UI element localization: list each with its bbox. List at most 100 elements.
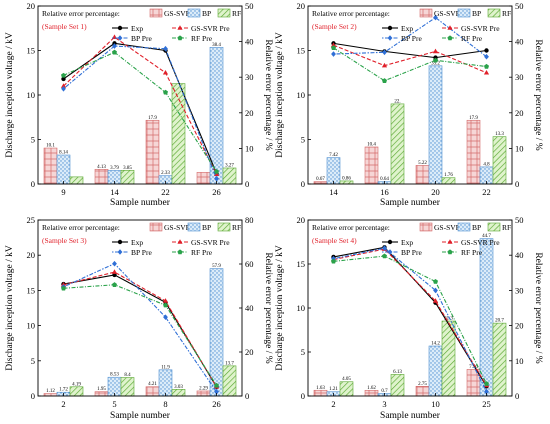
bar-gs-svr-2 — [364, 146, 379, 185]
bar-rf-4 — [492, 136, 507, 185]
series-point-gs-svr-pre — [483, 69, 490, 75]
y-right-axis-title: Relative error percentage / % — [533, 39, 543, 150]
y-left-axis-title: Discharge inception voltage / kV — [5, 32, 15, 158]
bar-value-label: 4.13 — [97, 165, 106, 170]
bar-rf-4 — [492, 322, 507, 397]
series-line-rf-pre — [333, 47, 487, 82]
bar-gs-svr-1 — [313, 389, 328, 397]
bar-value-label: 33.2 — [431, 61, 440, 66]
legend-label-bp: BP — [202, 9, 211, 18]
bar-value-label: 57.9 — [212, 264, 221, 269]
legend-label: Exp — [401, 238, 413, 247]
x-tick-label: 9 — [61, 187, 65, 197]
legend-label: RF Pre — [191, 248, 213, 257]
legend-swatch-rf — [487, 8, 501, 18]
legend-title: Relative error percentage: — [42, 9, 120, 18]
legend-marker — [117, 35, 123, 41]
series-point-bp-pre — [214, 175, 219, 182]
bar-value-label: 22. — [394, 99, 400, 104]
bar-rf-3 — [441, 177, 456, 185]
bar-value-label: 8.4 — [124, 373, 131, 378]
series-line-bp-pre — [63, 45, 218, 179]
series-point-bp-pre — [331, 255, 336, 262]
y-right-tick-label: 30 — [245, 72, 254, 82]
chart-panel-3: 1.12 1.95 4.21 2.29 1.72 8.53 11.9 57.9 4.19 8.4 3… — [5, 215, 273, 421]
legend-label-rf: RF — [232, 9, 241, 18]
series-point-rf-pre — [484, 381, 489, 386]
y-left-tick-label: 10 — [297, 90, 306, 100]
series-point-gs-svr-pre — [432, 298, 439, 303]
y-right-tick-label: 10 — [515, 143, 524, 153]
bar-value-label: 3.85 — [123, 166, 132, 171]
series-point-bp-pre — [382, 245, 387, 251]
series-point-gs-svr-pre — [162, 69, 169, 75]
y-left-tick-label: 20 — [27, 1, 36, 11]
bar-value-label: 4.8 — [483, 162, 490, 167]
bar-value-label: 8.14 — [59, 151, 68, 156]
series-point-rf-pre — [163, 89, 168, 95]
y-left-axis-title: Discharge inception voltage / kV — [5, 245, 15, 371]
y-right-axis-title: Relative error percentage / % — [533, 252, 543, 363]
x-tick-label: 5 — [112, 399, 116, 409]
series-point-bp-pre — [112, 43, 117, 49]
chart-panel-2: 0.67 10.4 5.22 17.9 7.42 0.64 33.2 4.8 0.86 22. 1.… — [275, 1, 543, 208]
legend-swatch-gs-svr — [419, 8, 433, 18]
legend-label: BP Pre — [401, 34, 422, 43]
bar-value-label: 38.4 — [212, 43, 221, 48]
bar-gs-svr-4 — [466, 119, 481, 185]
y-right-tick-label: 50 — [515, 215, 524, 225]
legend-label: GS-SVR Pre — [461, 24, 500, 33]
y-left-tick-label: 20 — [297, 1, 306, 11]
series-point-rf-pre — [61, 72, 66, 78]
series-point-rf-pre — [331, 45, 336, 51]
bar-value-label: 1.63 — [316, 386, 325, 391]
series-point-gs-svr-pre — [111, 269, 118, 274]
y-left-tick-label: 0 — [31, 179, 35, 189]
series-point-rf-pre — [163, 302, 168, 308]
x-tick-label: 2 — [61, 399, 65, 409]
legend-marker — [387, 239, 393, 245]
y-left-tick-label: 20 — [27, 250, 36, 260]
bar-rf-3 — [171, 389, 186, 397]
y-left-tick-label: 0 — [301, 179, 305, 189]
bar-gs-svr-3 — [145, 386, 160, 397]
bar-gs-svr-3 — [415, 165, 430, 185]
y-right-tick-label: 0 — [245, 179, 249, 189]
legend-label-rf: RF — [502, 9, 511, 18]
legend-marker — [447, 35, 453, 41]
bar-rf-2 — [120, 169, 135, 185]
series-point-rf-pre — [382, 253, 387, 259]
panel-label: (Sample Set 3) — [42, 236, 87, 245]
y-right-tick-label: 50 — [245, 1, 254, 11]
bar-value-label: 14.2 — [431, 342, 440, 347]
y-right-tick-label: 60 — [245, 259, 254, 269]
x-tick-label: 10 — [431, 399, 440, 409]
y-left-tick-label: 5 — [301, 347, 305, 357]
x-tick-label: 20 — [431, 187, 440, 197]
legend-label-rf: RF — [232, 223, 241, 232]
bar-value-label: 0.7 — [381, 389, 388, 394]
bar-value-label: 5.22 — [418, 161, 427, 166]
bar-bp-4 — [479, 238, 494, 397]
series-point-rf-pre — [433, 279, 438, 284]
series-point-gs-svr-pre — [330, 42, 337, 47]
bar-value-label: 4.21 — [148, 382, 157, 387]
legend-label: RF Pre — [461, 34, 483, 43]
legend-label: BP Pre — [131, 34, 152, 43]
series-point-rf-pre — [112, 49, 117, 55]
bar-bp-3 — [428, 345, 443, 397]
legend-label: Exp — [131, 24, 143, 33]
legend-marker — [447, 25, 453, 30]
y-left-tick-label: 0 — [301, 391, 305, 401]
y-right-tick-label: 40 — [245, 303, 254, 313]
series-point-bp-pre — [382, 49, 387, 56]
bar-gs-svr-4 — [196, 172, 211, 185]
bar-value-label: 8.53 — [110, 373, 119, 378]
bar-value-label: 1.62 — [367, 386, 376, 391]
y-left-axis-title: Discharge inception voltage / kV — [275, 245, 285, 371]
y-left-tick-label: 0 — [31, 391, 35, 401]
y-right-tick-label: 40 — [515, 37, 524, 47]
y-right-tick-label: 20 — [515, 321, 524, 331]
bar-value-label: 3.79 — [110, 166, 119, 171]
y-left-tick-label: 15 — [297, 46, 306, 56]
